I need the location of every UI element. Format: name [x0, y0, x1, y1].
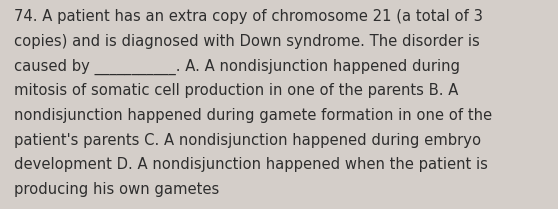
Text: copies) and is diagnosed with Down syndrome. The disorder is: copies) and is diagnosed with Down syndr… [14, 34, 480, 49]
Text: caused by ___________. A. A nondisjunction happened during: caused by ___________. A. A nondisjuncti… [14, 59, 460, 75]
Text: nondisjunction happened during gamete formation in one of the: nondisjunction happened during gamete fo… [14, 108, 492, 123]
Text: 74. A patient has an extra copy of chromosome 21 (a total of 3: 74. A patient has an extra copy of chrom… [14, 9, 483, 24]
Text: patient's parents C. A nondisjunction happened during embryo: patient's parents C. A nondisjunction ha… [14, 133, 481, 148]
Text: producing his own gametes: producing his own gametes [14, 182, 219, 197]
Text: mitosis of somatic cell production in one of the parents B. A: mitosis of somatic cell production in on… [14, 83, 458, 98]
Text: development D. A nondisjunction happened when the patient is: development D. A nondisjunction happened… [14, 157, 488, 172]
